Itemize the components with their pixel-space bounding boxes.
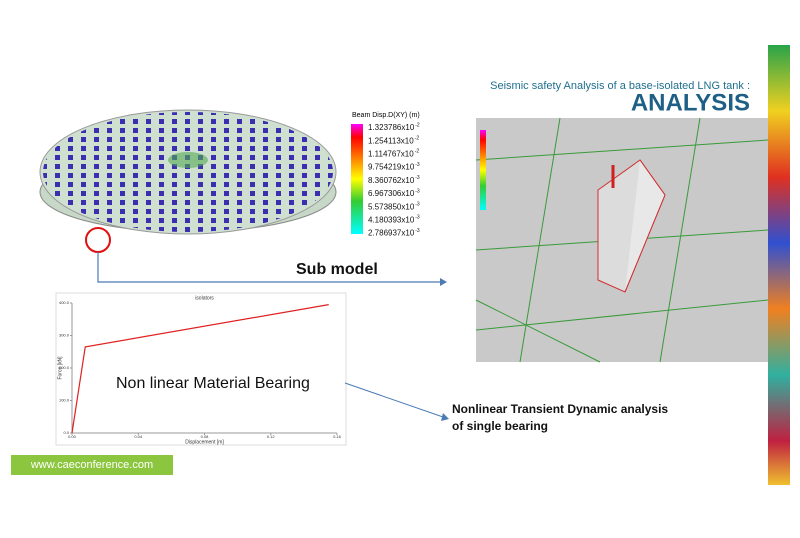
x-tick-label: 0.12 [267, 434, 276, 439]
arrowhead [440, 278, 447, 286]
transient-label: of single bearing [452, 419, 548, 433]
y-tick-label: 200.0 [59, 365, 70, 370]
legend-exponent: -2 [415, 149, 420, 155]
x-axis-label: Displacement [m] [185, 439, 224, 445]
sub-model-label: Sub model [296, 261, 378, 278]
legend-value: 1.254113x10 [368, 136, 414, 145]
legend-exponent: -3 [415, 202, 420, 208]
x-tick-label: 0.00 [68, 434, 77, 439]
color-scale [351, 124, 363, 234]
tank-model [39, 109, 337, 235]
material-label: Non linear Material Bearing [116, 375, 310, 392]
legend-value: 8.360762x10 [368, 176, 415, 185]
legend-exponent: -3 [415, 228, 420, 234]
legend-value: 6.967306x10 [368, 189, 415, 198]
legend-exponent: -3 [415, 188, 420, 194]
footer-url: www.caeconference.com [30, 459, 153, 471]
subtitle: Seismic safety Analysis of a base-isolat… [490, 80, 750, 92]
y-tick-label: 0.0 [63, 430, 69, 435]
legend-exponent: -3 [415, 215, 420, 221]
arrow [344, 382, 444, 418]
legend-exponent: -2 [415, 122, 420, 128]
y-tick-label: 100.0 [59, 398, 70, 403]
arrow [97, 252, 440, 283]
y-tick-label: 400.0 [59, 300, 70, 305]
arrowhead [441, 413, 449, 421]
decor-stripe [768, 45, 790, 485]
legend-exponent: -2 [415, 136, 420, 142]
legend-value: 4.180393x10 [368, 216, 415, 225]
transient-label: Nonlinear Transient Dynamic analysis [452, 402, 668, 416]
footer-bar [11, 455, 173, 475]
legend-title: Beam Disp.D(XY) (m) [352, 112, 420, 119]
legend-value: 9.754219x10 [368, 163, 415, 172]
x-tick-label: 0.16 [333, 434, 342, 439]
submodel-view [475, 117, 769, 363]
legend-exponent: -3 [415, 162, 420, 168]
highlight-circle [85, 227, 111, 253]
chart-title: isolators [195, 295, 214, 301]
legend-value: 1.114767x10 [368, 150, 414, 159]
x-tick-label: 0.04 [134, 434, 143, 439]
legend-exponent: -3 [415, 175, 420, 181]
y-axis-label: Force [kN] [57, 356, 63, 380]
disp-legend: Beam Disp.D(XY) (m) 1.323786x10 -21.25411… [351, 112, 420, 238]
legend-value: 5.573850x10 [368, 202, 415, 211]
data-line [71, 304, 329, 434]
x-tick-label: 0.08 [201, 434, 210, 439]
legend-value: 1.323786x10 [368, 123, 415, 132]
title: ANALYSIS [631, 89, 750, 116]
y-tick-label: 300.0 [59, 333, 70, 338]
legend-value: 2.786937x10 [368, 229, 415, 238]
